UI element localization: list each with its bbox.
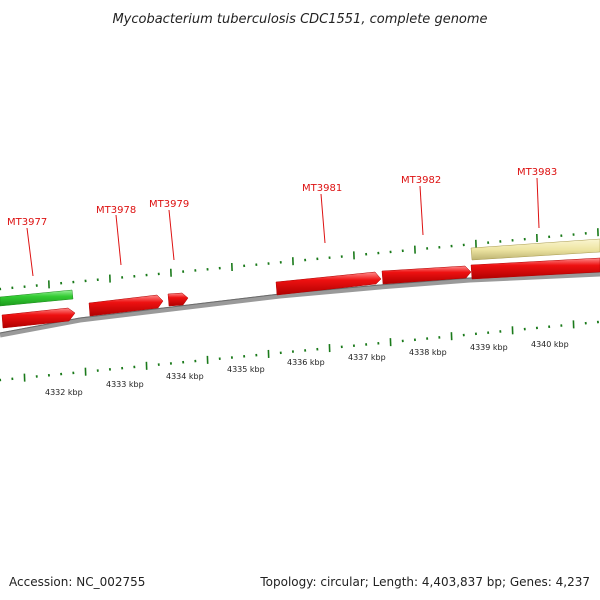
gene-bar-mt3983-yellow[interactable] [470, 238, 600, 261]
map-title: Mycobacterium tuberculosis CDC1551, comp… [112, 12, 487, 27]
scale-tick-marks [0, 320, 599, 382]
kbp-label: 4332 kbp [45, 388, 83, 397]
kbp-label: 4333 kbp [106, 380, 144, 389]
gene-leader-line-mt3982 [419, 185, 424, 236]
gene-label-mt3977[interactable]: MT3977 [7, 217, 47, 228]
kbp-label: 4335 kbp [227, 365, 265, 374]
gene-label-group: MT3977 MT3978 MT3979 MT3981 MT3982 MT398… [7, 167, 557, 277]
kbp-label: 4339 kbp [470, 343, 508, 352]
gene-bar-mt3983[interactable] [470, 257, 600, 280]
kbp-label: 4340 kbp [531, 340, 569, 349]
gene-leader-line-mt3983 [536, 177, 540, 229]
genome-stats-text: Topology: circular; Length: 4,403,837 bp… [259, 575, 590, 589]
top-tick-marks [0, 228, 599, 291]
gene-label-mt3981[interactable]: MT3981 [302, 183, 342, 194]
gene-label-mt3978[interactable]: MT3978 [96, 205, 136, 216]
kbp-label: 4337 kbp [348, 353, 386, 362]
gene-label-mt3979[interactable]: MT3979 [149, 199, 189, 210]
gene-leader-line-mt3979 [168, 209, 175, 261]
kbp-label: 4336 kbp [287, 358, 325, 367]
gene-leader-line-mt3978 [115, 214, 122, 266]
kbp-label: 4338 kbp [409, 348, 447, 357]
gene-bar-mt3982[interactable] [381, 265, 472, 285]
kbp-scale-labels: 4332 kbp 4333 kbp 4334 kbp 4335 kbp 4336… [45, 340, 569, 397]
gene-leader-line-mt3977 [26, 227, 34, 277]
accession-text: Accession: NC_002755 [9, 575, 145, 589]
genome-backbone [0, 271, 600, 338]
gene-leader-line-mt3981 [320, 193, 326, 244]
gene-bar-mt3979[interactable] [167, 292, 189, 307]
gene-bar-mt3978[interactable] [88, 294, 164, 317]
gene-bar-mt3977[interactable] [1, 307, 76, 329]
kbp-label: 4334 kbp [166, 372, 204, 381]
gene-label-mt3982[interactable]: MT3982 [401, 175, 441, 186]
gene-bar-mt3981[interactable] [275, 271, 382, 296]
gene-label-mt3983[interactable]: MT3983 [517, 167, 557, 178]
gene-bar-mt3977-green[interactable] [0, 289, 74, 307]
